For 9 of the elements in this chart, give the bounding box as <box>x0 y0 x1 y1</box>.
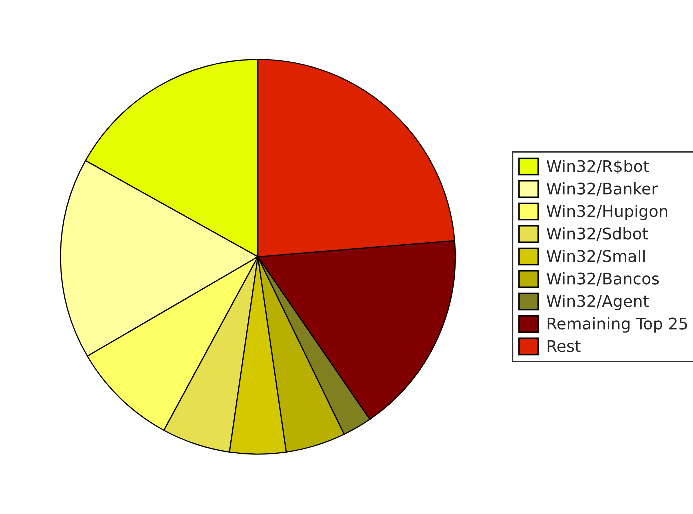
legend-label: Rest <box>548 340 581 352</box>
legend-label: Win32/Hupigon <box>546 205 668 220</box>
legend-label: Win32/Banker <box>546 182 658 196</box>
legend-label: Win32/Bancos <box>546 272 660 286</box>
legend-label: Win32/Small <box>546 250 645 264</box>
legend-label: Win32/Agent <box>546 294 649 310</box>
legend-label: Win32/R$bot <box>546 160 650 175</box>
legend-label: Remaining Top 25 <box>548 317 688 333</box>
legend-label: Win32/Sdbot <box>546 228 648 242</box>
